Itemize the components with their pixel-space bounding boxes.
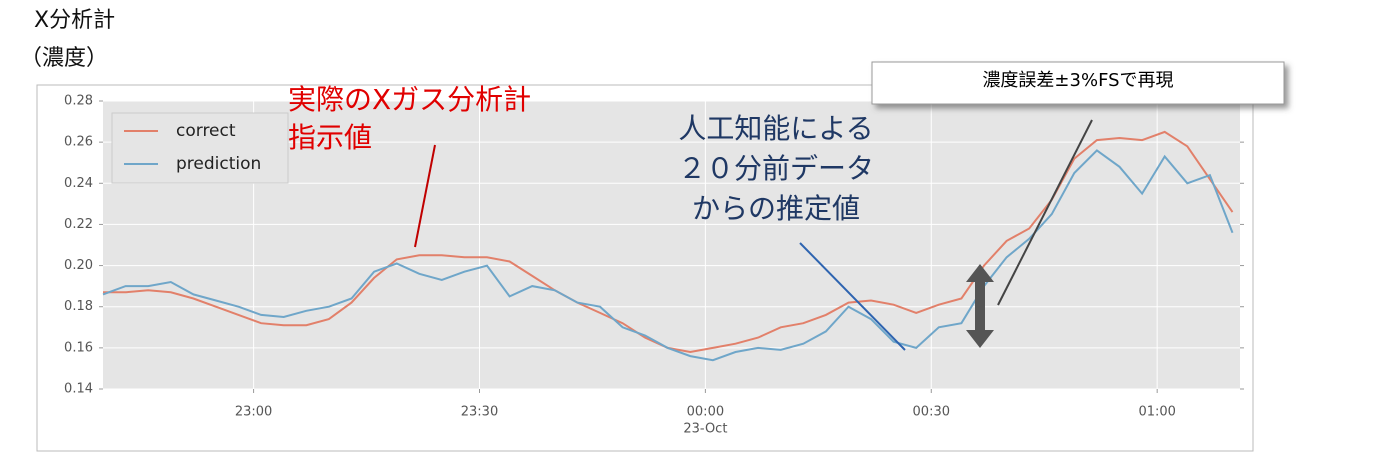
x-tick-label: 00:00 (687, 405, 724, 420)
annotation-text: からの推定値 (692, 192, 860, 225)
annotation-pointer (997, 119, 1093, 306)
plot-area (103, 101, 1240, 389)
legend-label: correct (176, 121, 236, 141)
y-axis-label: X分析計 （濃度） (20, 8, 115, 71)
y-axis-label-line: X分析計 (34, 8, 115, 33)
annotation-text: 指示値 (288, 121, 372, 154)
annotation-text: 実際のXガス分析計 (288, 83, 531, 116)
y-tick-label: 0.26 (64, 135, 93, 150)
y-tick-label: 0.28 (64, 94, 93, 109)
y-tick-label: 0.20 (64, 258, 93, 273)
y-tick-label: 0.18 (64, 299, 93, 314)
y-tick-label: 0.22 (64, 217, 93, 232)
legend: correct prediction (124, 121, 261, 174)
x-tick-label: 00:30 (913, 405, 950, 420)
annotation-text: 濃度誤差±3%FSで再現 (982, 70, 1173, 91)
series-line (102, 149, 1234, 362)
legend-box (111, 112, 289, 184)
series-lines (102, 130, 1234, 362)
x-date-label: 23-Oct (683, 422, 727, 437)
y-tick-label: 0.16 (64, 340, 93, 355)
annotation-text: ２０分前データ (678, 152, 874, 185)
error-arrow (966, 264, 994, 348)
annotation-text: 人工知能による (678, 112, 873, 145)
x-tick-label: 01:00 (1138, 405, 1175, 420)
y-tick-label: 0.24 (64, 176, 93, 191)
annotation-box (871, 61, 1285, 105)
annotation-pointer (414, 144, 436, 248)
annotation-pointer (799, 242, 906, 351)
y-axis-label-line: （濃度） (20, 46, 108, 71)
x-tick-label: 23:30 (461, 405, 498, 420)
y-tick-label: 0.14 (64, 382, 93, 397)
x-tick-label: 23:00 (235, 405, 272, 420)
legend-label: prediction (176, 154, 261, 174)
